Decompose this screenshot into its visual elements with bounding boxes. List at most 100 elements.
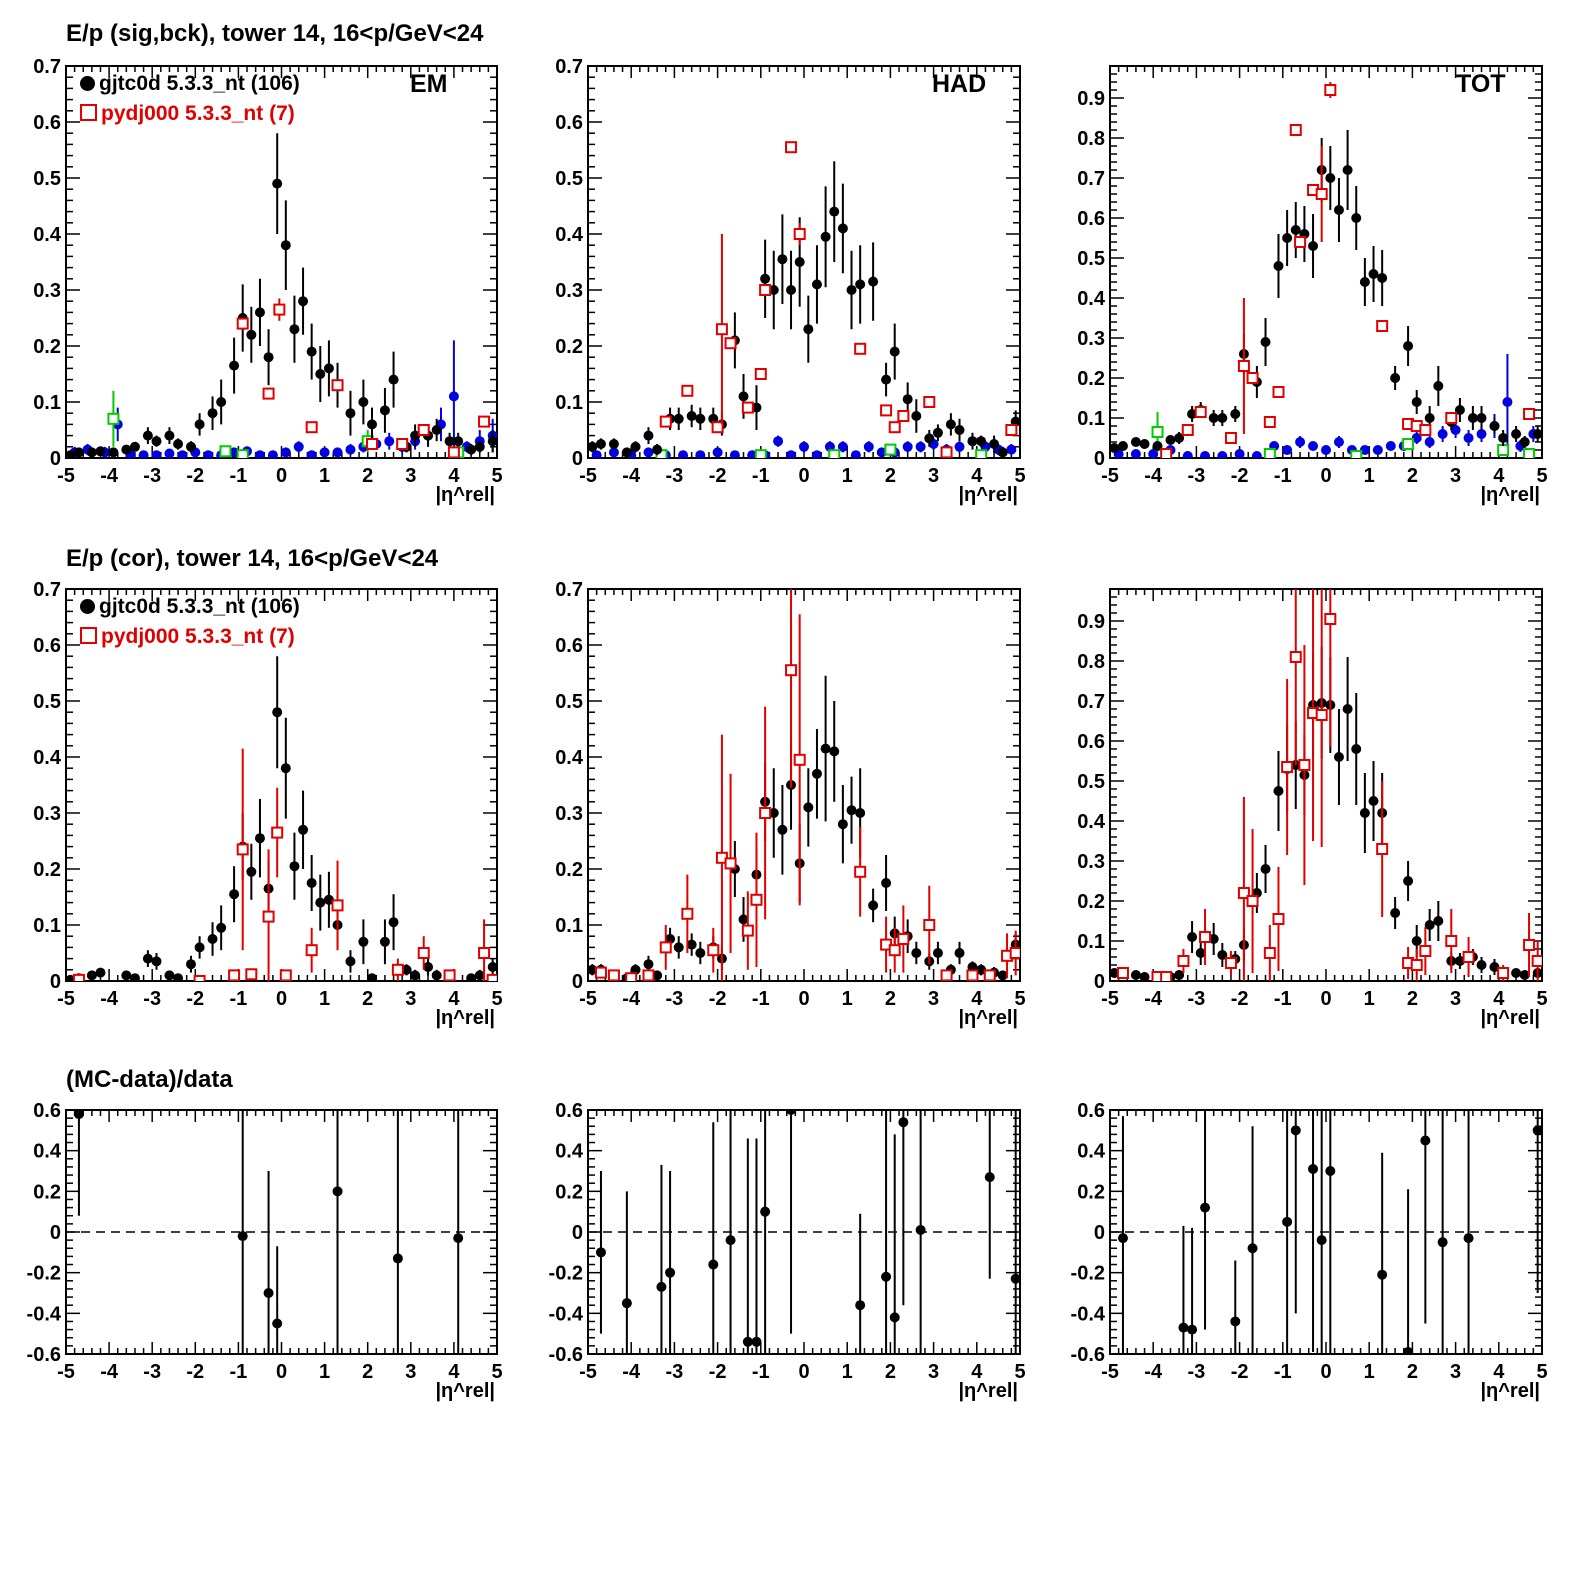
data-point [1174,970,1185,980]
data-point [1411,936,1422,946]
x-tick-label: 3 [1450,988,1461,1010]
y-tick-label: 0 [50,448,61,470]
mc-point [1246,372,1259,384]
data-point [345,956,356,967]
x-tick-label: -2 [186,465,204,487]
data-layer [1110,589,1542,981]
x-tick-label: -5 [57,1361,75,1383]
y-tick-label: 0.2 [1077,891,1105,913]
mc-point [1160,971,1173,981]
data-point [837,819,848,830]
data-point [332,1186,343,1197]
x-tick-label: 0 [276,465,287,487]
data-point [811,450,822,458]
data-point [323,363,334,374]
x-tick-label: 4 [1493,1361,1505,1383]
y-tick-label: 0.3 [33,803,61,825]
y-tick-label: -0.6 [1071,1344,1105,1366]
data-point [652,444,663,455]
data-point [1152,441,1163,451]
data-point [1187,1324,1198,1335]
mc-point [236,843,249,856]
data-point [444,436,455,447]
data-point [319,447,330,458]
data-point [911,948,922,958]
x-tick-label: 3 [928,988,939,1010]
data-point [777,254,788,265]
data-point [889,1312,900,1323]
mc-point [1462,951,1475,963]
x-tick-label: 0 [1320,988,1331,1010]
data-point [1295,437,1306,447]
x-tick-label: 0 [1320,1361,1331,1383]
x-tick-label: -3 [666,988,684,1010]
data-point [474,441,485,452]
data-point [725,1235,736,1246]
x-tick-label: 3 [1450,1361,1461,1383]
data-point [686,939,697,950]
x-tick-label: 1 [319,1361,330,1383]
data-point [108,447,119,458]
data-point [932,427,943,438]
data-point [902,441,913,452]
y-tick-label: 0.2 [555,1181,583,1203]
data-point [1139,972,1150,981]
data-point [1333,437,1344,447]
legend-entry-mc: pydj000 5.3.3_nt (7) [80,625,300,649]
data-point [263,352,274,363]
mc-point [1531,955,1542,967]
x-tick-label: 2 [885,988,896,1010]
x-tick-label: 2 [1407,465,1418,487]
data-point [1368,269,1379,279]
x-tick-label: 2 [362,1361,373,1383]
data-point [1519,437,1530,447]
data-point [829,206,840,217]
row-title-ratio: (MC-data)/data [66,1066,233,1093]
data-point [876,447,887,458]
data-point [695,413,706,424]
y-tick-label: -0.2 [1071,1263,1105,1285]
mc-point [1224,432,1237,444]
mc-point [1116,967,1129,979]
data-point [1489,962,1500,972]
data-point [388,374,399,385]
data-point [423,962,434,972]
data-point [803,802,814,813]
data-point [388,917,399,928]
y-tick-label: 0.3 [33,280,61,302]
data-point [1260,864,1271,874]
data-point [185,441,196,452]
mc-point [1445,935,1458,947]
x-tick-label: 0 [1320,465,1331,487]
data-point [142,953,153,964]
x-tick-label: -2 [1231,988,1249,1010]
mc-point [331,899,344,912]
data-layer [588,589,1020,981]
y-tick-label: 0.8 [1077,128,1105,150]
y-tick-label: 0 [1094,1222,1105,1244]
data-point [315,369,326,379]
data-point [280,447,291,458]
data-point [173,973,184,981]
data-point [151,956,162,967]
data-point [643,959,654,970]
x-tick-label: 5 [1536,465,1547,487]
data-point [588,441,598,452]
data-point [229,360,240,371]
mc-point [1315,188,1328,200]
data-point [487,962,497,972]
data-point [474,970,485,981]
data-point [1316,1235,1327,1246]
data-point [298,824,309,835]
data-point [729,450,740,458]
data-point [915,441,926,452]
data-point [1130,970,1141,980]
chart-panel-em: -5 -4 -3 -2 -1 0 1 2 3 4 5 0 0.1 0.2 0.3 0.4 0.5 0.6 0.7 |η… [33,56,502,506]
y-tick-label: -0.2 [27,1263,61,1285]
mc-point [1315,709,1328,721]
x-axis-label: |η^rel| [435,1380,495,1402]
y-tick-label: 0.8 [1077,651,1105,673]
data-point [1260,337,1271,347]
data-point [1359,808,1370,818]
mc-point [1272,386,1285,398]
